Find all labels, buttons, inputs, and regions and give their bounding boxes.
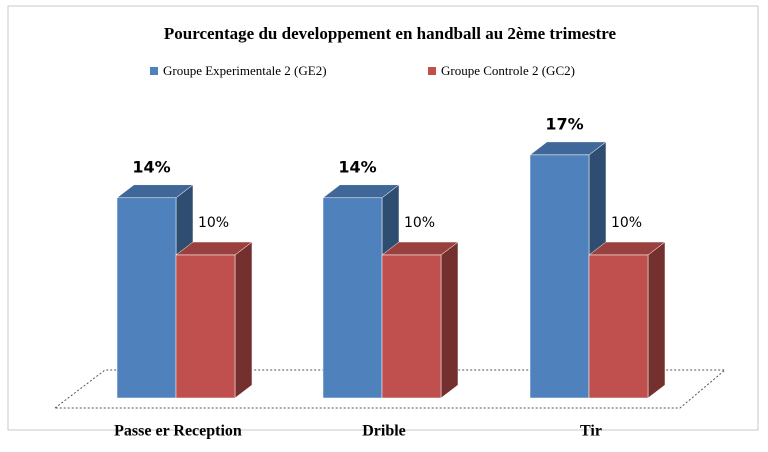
floor — [53, 369, 727, 409]
x-tick-label: Passe er Reception — [114, 423, 242, 440]
bar-face — [322, 197, 383, 399]
data-label: 17% — [545, 114, 583, 133]
data-label: 10% — [404, 215, 435, 231]
legend-label: Groupe Experimentale 2 (GE2) — [163, 63, 327, 78]
data-label: 10% — [611, 215, 642, 231]
bar — [381, 241, 459, 399]
legend-label: Groupe Controle 2 (GC2) — [441, 63, 575, 78]
bar-face — [116, 197, 177, 399]
bar — [175, 241, 253, 399]
data-label: 10% — [198, 215, 229, 231]
legend-swatch — [428, 67, 436, 75]
bar-face — [234, 241, 253, 399]
bar — [588, 241, 666, 399]
bar-face — [647, 241, 666, 399]
x-tick-label: Drible — [362, 423, 406, 440]
chart-title: Pourcentage du developpement en handball… — [164, 24, 617, 43]
legend-swatch — [150, 67, 158, 75]
x-tick-label: Tir — [580, 423, 602, 440]
bar-face — [381, 254, 442, 399]
bar-face — [440, 241, 459, 399]
data-label: 14% — [338, 157, 376, 176]
bar-face — [529, 154, 590, 399]
bar-face — [175, 254, 236, 399]
data-label: 14% — [132, 157, 170, 176]
bar-face — [588, 254, 649, 399]
